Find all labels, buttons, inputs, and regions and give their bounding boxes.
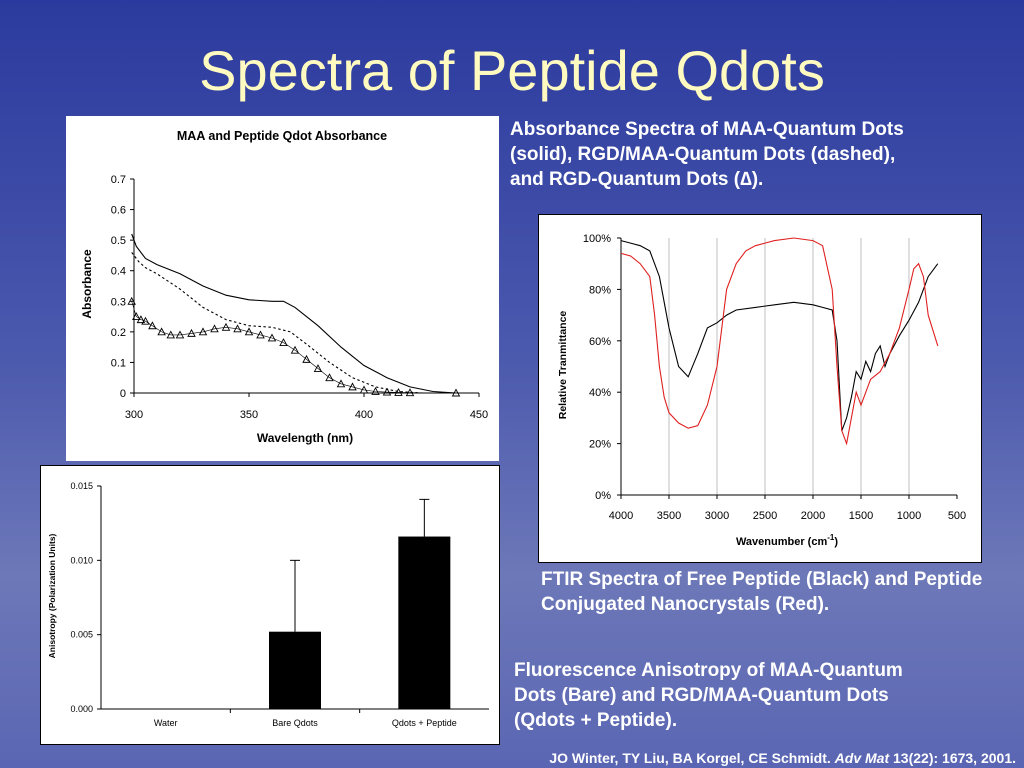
absorbance-x-tick-label: 300 — [125, 409, 143, 421]
anisotropy-y-tick-label: 0.005 — [70, 630, 93, 640]
absorbance-triangle-marker — [405, 388, 415, 397]
absorbance-triangle-marker — [166, 330, 176, 339]
citation-authors: JO Winter, TY Liu, BA Korgel, CE Schmidt… — [549, 750, 835, 766]
absorbance-triangle-marker — [221, 322, 231, 331]
absorbance-y-tick-label: 0.2 — [111, 327, 126, 339]
absorbance-series-solid — [131, 233, 479, 394]
absorbance-y-tick-label: 0.4 — [111, 266, 126, 278]
absorbance-triangle-marker — [175, 330, 185, 339]
anisotropy-caption: Fluorescence Anisotropy of MAA-Quantum D… — [514, 660, 903, 731]
absorbance-triangle-marker — [382, 387, 392, 396]
ftir-chart-panel: Relative Tranmittance Wavenumber (cm-1) … — [538, 214, 982, 563]
absorbance-series-dashed — [131, 252, 433, 394]
anisotropy-y-tick-label: 0.010 — [70, 555, 93, 565]
anisotropy-x-tick-label: Qdots + Peptide — [392, 718, 457, 728]
ftir-x-axis-label: Wavenumber (cm-1) — [736, 533, 838, 548]
absorbance-caption: Absorbance Spectra of MAA-Quantum Dots (… — [510, 119, 904, 190]
absorbance-series-triangle-line — [131, 301, 457, 394]
anisotropy-x-tick-label: Bare Qdots — [272, 718, 318, 728]
ftir-series-free-peptide — [620, 240, 939, 431]
absorbance-triangle-marker — [313, 364, 323, 372]
ftir-x-tick-label: 2500 — [753, 510, 777, 522]
absorbance-triangle-marker — [302, 354, 311, 363]
absorbance-triangle-marker — [157, 327, 166, 336]
ftir-x-tick-label: 4000 — [609, 510, 633, 522]
anisotropy-bar — [269, 631, 321, 709]
ftir-y-axis-label: Relative Tranmittance — [557, 311, 569, 420]
ftir-x-tick-label: 1500 — [849, 510, 873, 522]
absorbance-triangle-marker — [394, 387, 403, 396]
absorbance-triangle-marker — [233, 324, 242, 333]
absorbance-triangle-marker — [371, 387, 380, 395]
absorbance-triangle-marker — [141, 316, 150, 325]
absorbance-triangle-marker — [148, 321, 157, 330]
absorbance-y-tick-label: 0.5 — [111, 235, 126, 247]
anisotropy-chart-panel: Anisotropy (Polarization Units) 0.000 0.0… — [40, 465, 500, 745]
absorbance-triangle-marker — [132, 312, 141, 321]
absorbance-y-tick-label: 0 — [120, 388, 126, 400]
ftir-caption: FTIR Spectra of Free Peptide (Black) and… — [541, 569, 983, 615]
ftir-y-tick-label: 100% — [583, 233, 611, 245]
absorbance-chart: MAA and Peptide Qdot Absorbance Absorban… — [80, 129, 488, 445]
ftir-y-tick-label: 20% — [589, 439, 611, 451]
absorbance-triangle-marker — [336, 379, 346, 388]
ftir-x-axis-label-sup: -1 — [827, 533, 835, 542]
ftir-y-tick-label: 0% — [595, 490, 611, 502]
absorbance-x-axis-label: Wavelength (nm) — [257, 431, 353, 445]
ftir-x-tick-label: 3000 — [705, 510, 729, 522]
ftir-y-tick-label: 80% — [589, 284, 611, 296]
ftir-y-tick-label: 40% — [589, 387, 611, 399]
anisotropy-y-tick-label: 0.000 — [70, 704, 93, 714]
absorbance-triangle-marker — [244, 327, 254, 336]
citation-details: 13(22): 1673, 2001. — [889, 750, 1016, 766]
ftir-series-conjugated — [620, 237, 939, 446]
absorbance-y-tick-label: 0.1 — [111, 357, 126, 369]
absorbance-chart-title: MAA and Peptide Qdot Absorbance — [177, 129, 387, 143]
anisotropy-x-tick-label: Water — [154, 718, 178, 728]
absorbance-triangle-marker — [348, 382, 357, 391]
absorbance-triangle-marker — [256, 330, 265, 339]
absorbance-y-tick-label: 0.7 — [111, 174, 126, 186]
absorbance-y-axis-label: Absorbance — [80, 249, 94, 319]
slide-title: Spectra of Peptide Qdots — [199, 39, 825, 102]
absorbance-triangle-marker — [290, 345, 300, 354]
citation-journal: Adv Mat — [834, 750, 890, 766]
ftir-x-tick-label: 3500 — [657, 510, 681, 522]
ftir-x-tick-label: 2000 — [801, 510, 825, 522]
absorbance-x-tick-label: 400 — [355, 409, 373, 421]
absorbance-triangle-marker — [198, 327, 208, 336]
absorbance-x-tick-label: 450 — [470, 409, 488, 421]
absorbance-y-tick-label: 0.6 — [111, 205, 126, 217]
ftir-y-tick-label: 60% — [589, 336, 611, 348]
absorbance-triangle-marker — [136, 315, 146, 324]
absorbance-triangle-marker — [187, 328, 196, 337]
absorbance-triangle-marker — [359, 385, 369, 394]
anisotropy-y-axis-label: Anisotropy (Polarization Units) — [47, 533, 57, 658]
absorbance-triangle-marker — [451, 388, 461, 397]
anisotropy-y-tick-label: 0.015 — [70, 481, 93, 491]
absorbance-triangle-marker — [127, 296, 136, 305]
anisotropy-chart: Anisotropy (Polarization Units) 0.000 0.0… — [47, 481, 489, 728]
absorbance-x-tick-label: 350 — [240, 409, 258, 421]
ftir-chart: Relative Tranmittance Wavenumber (cm-1) … — [557, 233, 966, 548]
absorbance-triangle-marker — [267, 333, 277, 342]
absorbance-triangle-marker — [325, 373, 334, 382]
absorbance-y-tick-label: 0.3 — [111, 296, 126, 308]
ftir-x-tick-label: 1000 — [897, 510, 921, 522]
absorbance-chart-panel: MAA and Peptide Qdot Absorbance Absorban… — [66, 116, 499, 461]
citation: JO Winter, TY Liu, BA Korgel, CE Schmidt… — [549, 750, 1016, 766]
absorbance-triangle-marker — [279, 338, 288, 347]
absorbance-triangle-marker — [210, 324, 219, 333]
ftir-x-tick-label: 500 — [948, 510, 966, 522]
anisotropy-bar — [398, 536, 451, 709]
